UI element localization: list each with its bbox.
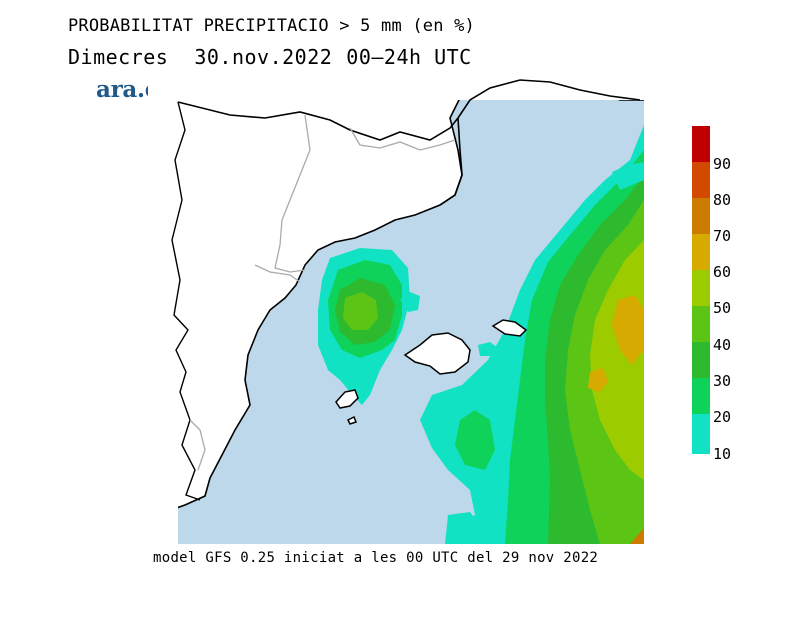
colorbar: 90 80 70 60 50 40 30 20 10 bbox=[692, 126, 731, 463]
coastline-north bbox=[177, 79, 641, 141]
colorbar-bin-10 bbox=[692, 414, 710, 454]
coastline-west bbox=[171, 101, 201, 501]
colorbar-label-90: 90 bbox=[713, 155, 731, 173]
colorbar-bin-90 bbox=[692, 126, 710, 162]
colorbar-bin-80 bbox=[692, 162, 710, 198]
colorbar-label-10: 10 bbox=[713, 445, 731, 463]
formentera bbox=[346, 415, 357, 425]
colorbar-label-60: 60 bbox=[713, 263, 731, 281]
colorbar-label-20: 20 bbox=[713, 408, 731, 426]
colorbar-bin-60 bbox=[692, 234, 710, 270]
colorbar-label-40: 40 bbox=[713, 336, 731, 354]
colorbar-bin-40 bbox=[692, 306, 710, 342]
colorbar-label-30: 30 bbox=[713, 372, 731, 390]
ibiza bbox=[335, 389, 359, 409]
regional-borders bbox=[189, 114, 456, 471]
balearic-islands bbox=[335, 319, 528, 425]
menorca bbox=[491, 319, 528, 337]
colorbar-bin-20 bbox=[692, 378, 710, 414]
subtitle-date: 30.nov.2022 bbox=[194, 45, 333, 69]
land-mainland bbox=[148, 72, 521, 526]
map-title: PROBABILITAT PRECIPITACIO > 5 mm (en %) bbox=[68, 16, 475, 36]
map-subtitle: Dimecres 30.nov.2022 00—24h UTC bbox=[68, 45, 472, 69]
colorbar-bin-70 bbox=[692, 198, 710, 234]
colorbar-bin-30 bbox=[692, 342, 710, 378]
colorbar-label-80: 80 bbox=[713, 191, 731, 209]
colorbar-label-50: 50 bbox=[713, 299, 731, 317]
colorbar-label-70: 70 bbox=[713, 227, 731, 245]
probability-fields bbox=[318, 125, 644, 544]
model-footer: model GFS 0.25 iniciat a les 00 UTC del … bbox=[153, 550, 599, 566]
colorbar-bin-50 bbox=[692, 270, 710, 306]
subtitle-period: 00—24h UTC bbox=[346, 45, 472, 69]
subtitle-day: Dimecres bbox=[68, 45, 169, 69]
mallorca bbox=[403, 332, 471, 375]
